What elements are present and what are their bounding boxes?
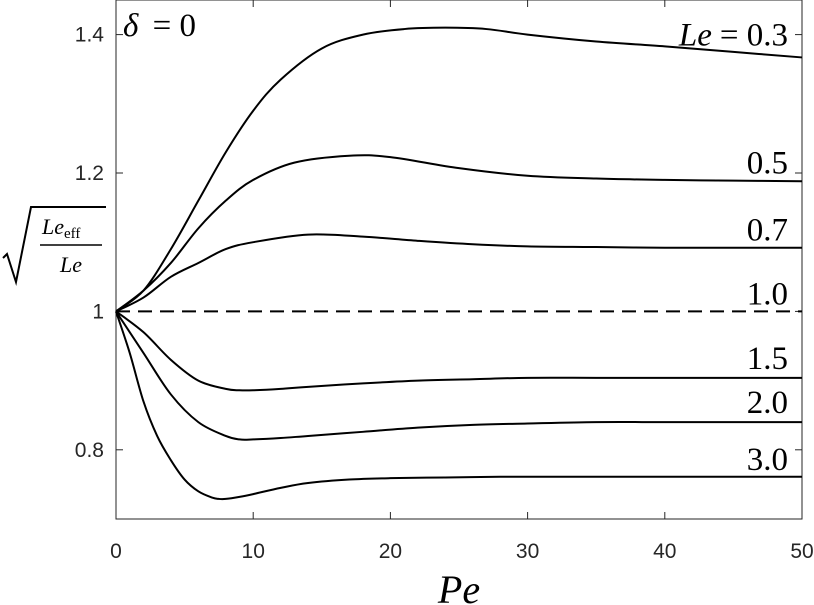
x-tick-label: 30 bbox=[516, 540, 539, 563]
series-line-le-0-7 bbox=[115, 233, 802, 313]
series-line-le-1-5 bbox=[115, 310, 802, 392]
series-line-le-0-5 bbox=[115, 154, 803, 313]
x-tick-label: 0 bbox=[110, 540, 122, 563]
x-tick-label: 10 bbox=[242, 540, 265, 563]
y-label-denominator: Le bbox=[59, 252, 82, 277]
series-label: 2.0 bbox=[747, 385, 788, 421]
series-label: 3.0 bbox=[747, 442, 788, 478]
series-line-le-0-3 bbox=[115, 26, 803, 313]
ticks: 0 10 20 30 40 50 0.8 1 1.2 1.4 bbox=[75, 0, 814, 563]
series-line-le-3-0 bbox=[115, 311, 802, 501]
series-label: 1.5 bbox=[747, 341, 788, 377]
series-label: 0.5 bbox=[747, 145, 788, 181]
x-tick-label: 40 bbox=[653, 540, 676, 563]
x-tick-label: 20 bbox=[379, 540, 402, 563]
series-layer bbox=[115, 26, 803, 501]
x-tick-label: 50 bbox=[790, 540, 813, 563]
x-axis-label: Pe bbox=[437, 567, 480, 605]
annotation-delta: δ = 0 bbox=[123, 8, 196, 44]
series-labels: Le = 0.3 0.5 0.7 1.0 1.5 2.0 3.0 bbox=[678, 17, 788, 477]
y-tick-label: 1 bbox=[92, 300, 104, 323]
series-label: 0.7 bbox=[747, 213, 788, 249]
y-tick-label: 0.8 bbox=[75, 439, 104, 462]
y-tick-label: 1.2 bbox=[75, 162, 104, 185]
y-tick-label: 1.4 bbox=[75, 24, 105, 47]
series-line-le-2-0 bbox=[115, 310, 802, 441]
y-label-numerator: Leeff bbox=[41, 214, 80, 242]
series-label: Le = 0.3 bbox=[678, 17, 788, 53]
series-label: 1.0 bbox=[747, 276, 788, 312]
y-axis-label: Leeff Le bbox=[2, 206, 106, 286]
sqrt-symbol bbox=[2, 206, 106, 286]
plot-frame bbox=[115, 0, 803, 520]
axes-box bbox=[115, 0, 803, 520]
